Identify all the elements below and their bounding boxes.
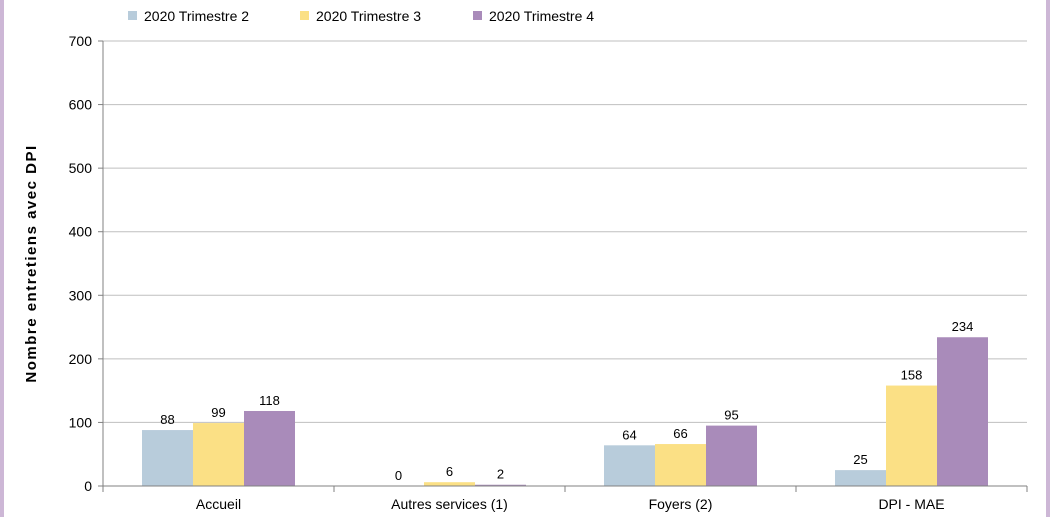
- legend-item: 2020 Trimestre 2: [128, 8, 249, 24]
- legend-label: 2020 Trimestre 4: [489, 8, 594, 24]
- bar-4: [475, 484, 526, 486]
- legend-label: 2020 Trimestre 3: [316, 8, 421, 24]
- y-tick-label: 500: [69, 160, 93, 176]
- y-tick-label: 200: [69, 351, 93, 367]
- legend-label: 2020 Trimestre 2: [144, 8, 249, 24]
- gridlines: [103, 40, 1027, 423]
- bar-4: [937, 337, 988, 486]
- x-category-label: Autres services (1): [391, 496, 508, 512]
- bar-4: [244, 410, 295, 486]
- bar-3: [193, 423, 244, 486]
- y-tick-label: 100: [69, 414, 93, 430]
- data-label: 25: [853, 452, 867, 467]
- y-tick-label: 0: [84, 478, 92, 494]
- x-category-label: Accueil: [196, 496, 241, 512]
- y-tick-label: 700: [69, 33, 93, 49]
- bar-3: [424, 482, 475, 486]
- legend-swatch: [300, 11, 309, 20]
- y-tick-label: 600: [69, 97, 93, 113]
- legend-swatch: [128, 11, 137, 20]
- x-category-label: Foyers (2): [649, 496, 713, 512]
- data-label: 118: [259, 393, 280, 408]
- bar-3: [655, 444, 706, 486]
- y-axis-label: Nombre entretiens avec DPI: [23, 144, 40, 382]
- legend-item: 2020 Trimestre 3: [300, 8, 421, 24]
- data-label: 66: [673, 426, 687, 441]
- x-category-label: DPI - MAE: [878, 496, 944, 512]
- bar-2: [142, 430, 193, 486]
- data-label: 88: [160, 412, 174, 427]
- bar-2: [835, 470, 886, 486]
- data-label: 64: [622, 427, 636, 442]
- data-label: 158: [901, 368, 923, 383]
- data-label: 95: [724, 408, 738, 423]
- legend-swatch: [473, 11, 482, 20]
- data-label: 6: [446, 464, 453, 479]
- y-tick-label: 300: [69, 287, 93, 303]
- data-label: 0: [395, 468, 402, 483]
- bars: [142, 337, 988, 486]
- data-label: 99: [211, 405, 225, 420]
- legend-item: 2020 Trimestre 4: [473, 8, 594, 24]
- bar-2: [604, 445, 655, 486]
- data-label: 234: [952, 319, 974, 334]
- legend: 2020 Trimestre 2 2020 Trimestre 3 2020 Tri…: [128, 8, 594, 24]
- bar-3: [886, 385, 937, 486]
- axes: 0 100 200 300 400 500 600 700 Accueil Autres serv…: [69, 33, 1028, 512]
- y-tick-label: 400: [69, 224, 93, 240]
- bar-4: [706, 425, 757, 486]
- data-label: 2: [497, 467, 504, 482]
